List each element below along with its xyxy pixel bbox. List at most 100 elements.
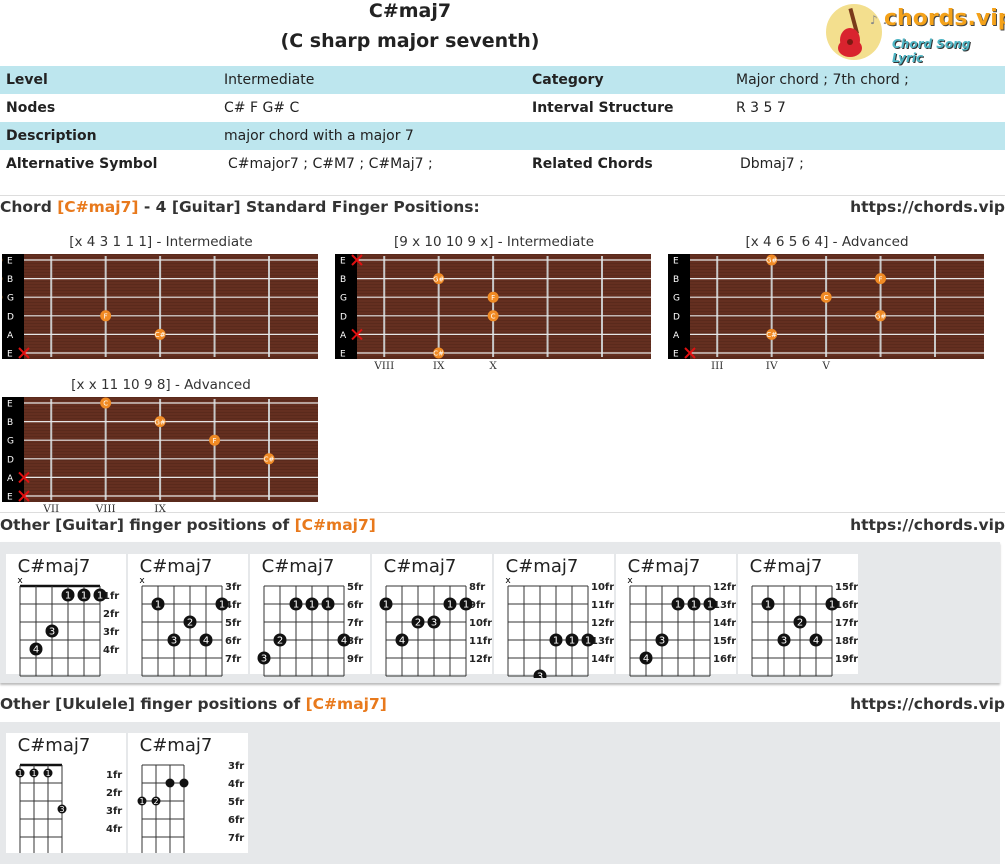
position-caption: [x x 11 10 9 8] - Advanced <box>71 377 251 393</box>
standard-position-2[interactable]: [9 x 10 10 9 x] - Intermediate E B G D A E G# F… <box>335 233 653 373</box>
chord-name: C#maj7 <box>262 556 335 577</box>
fret-number-label: III <box>711 360 723 372</box>
standard-position-1[interactable]: [x 4 3 1 1 1] - Intermediate EBGDAEFCG#F… <box>2 233 320 373</box>
finger-dot <box>77 588 91 602</box>
related-chords-label: Related Chords <box>532 156 653 172</box>
guitar-chord-card[interactable]: C#maj7 5fr 6fr 7fr 8fr 9fr 1 1 1 2 4 3 <box>250 554 370 677</box>
nodes-label: Nodes <box>6 100 56 116</box>
fret-number-label: 16fr <box>835 600 858 611</box>
description-label: Description <box>0 122 218 150</box>
finger-dot <box>15 768 25 778</box>
finger-number: 4 <box>341 636 347 647</box>
finger-number: 1 <box>293 600 299 611</box>
note-dot <box>875 273 887 285</box>
finger-dot <box>761 597 775 611</box>
fret-number-label: 4fr <box>106 824 122 835</box>
chord-diagram: C#maj7 3fr 4fr 5fr 6fr 7fr 1 2 <box>137 735 244 856</box>
finger-number: 3 <box>537 672 543 679</box>
alt-symbol-label: Alternative Symbol <box>6 156 158 172</box>
finger-number: 3 <box>431 618 437 629</box>
fret-number-label: 1fr <box>106 770 122 781</box>
note-name: F <box>491 294 495 302</box>
fret-number-label: 13fr <box>591 636 614 647</box>
note-dot <box>263 453 275 465</box>
note-name: C <box>103 400 108 408</box>
standard-position-4[interactable]: [x x 11 10 9 8] - Advanced E B G D A E C G# F C# V… <box>2 376 320 516</box>
heading-text: Other [Ukulele] finger positions of <box>0 695 306 713</box>
string-name-label: B <box>7 275 13 285</box>
muted-string-x <box>351 328 363 341</box>
string-label-strip <box>2 254 24 359</box>
finger-number: 1 <box>707 600 713 611</box>
finger-dot <box>321 597 335 611</box>
guitar-positions-heading: Other [Guitar] finger positions of [C#ma… <box>0 516 376 534</box>
fret-number-label: 3fr <box>106 806 122 817</box>
fret-number-label: 6fr <box>228 815 244 826</box>
string-name-label: B <box>7 418 13 428</box>
standard-positions-heading: Chord [C#maj7] - 4 [Guitar] Standard Fin… <box>0 198 480 216</box>
standard-position-3[interactable]: [x 4 6 5 6 4] - Advanced E B G D A E G# F C G# C# I… <box>668 233 986 373</box>
finger-number: 3 <box>659 636 665 647</box>
string-name-label: E <box>673 257 679 267</box>
note-name: C <box>491 313 496 321</box>
finger-dot <box>273 633 287 647</box>
finger-dot <box>61 588 75 602</box>
guitar-chord-card[interactable]: C#maj7 x 12fr 13fr 14fr 15fr 16fr 1 1 1 3 4 <box>616 554 736 677</box>
site-url[interactable]: https://chords.vip <box>850 198 1005 216</box>
site-logo[interactable]: ♪ ♫ chords.vip Chord Song Lyric <box>822 2 1005 65</box>
chord-name: C#maj7 <box>384 556 457 577</box>
note-dot <box>433 347 445 359</box>
logo-tagline: Chord Song Lyric <box>892 37 971 65</box>
guitar-chord-card[interactable]: C#maj7 8fr 9fr 10fr 11fr 12fr 1 1 1 2 3 4 <box>372 554 492 677</box>
string-name-label: E <box>7 400 13 410</box>
finger-number: 4 <box>203 636 209 647</box>
guitar-chord-card[interactable]: C#maj7 x 3fr 4fr 5fr 6fr 7fr 1 1 2 3 4 <box>128 554 248 677</box>
string-name-label: A <box>7 331 14 341</box>
fret-number-label: 3fr <box>103 627 119 638</box>
finger-number: 1 <box>155 600 161 611</box>
muted-string-x <box>18 490 30 502</box>
related-chord-link[interactable]: Dbmaj7 ; <box>740 156 804 172</box>
finger-number: 1 <box>383 600 389 611</box>
chord-name: C#maj7 <box>18 735 91 756</box>
ukulele-chord-card[interactable]: C#maj7 3fr 4fr 5fr 6fr 7fr 1 2 <box>128 733 248 856</box>
fret-number-label: 5fr <box>228 797 244 808</box>
fret-number-label: 5fr <box>225 618 241 629</box>
note-name: F <box>213 437 217 445</box>
finger-number: 1 <box>219 600 225 611</box>
finger-number: 1 <box>569 636 575 647</box>
string-name-label: G <box>340 294 347 304</box>
finger-number: 1 <box>309 600 315 611</box>
fret-number-label: 8fr <box>469 582 485 593</box>
guitar-chord-card[interactable]: C#maj7 15fr 16fr 17fr 18fr 19fr 1 1 2 3 4 <box>738 554 858 677</box>
note-dot <box>433 273 445 285</box>
string-name-label: E <box>673 350 679 360</box>
fret-number-label: 9fr <box>469 600 485 611</box>
fret-number-label: 3fr <box>228 761 244 772</box>
note-name: G# <box>766 257 777 265</box>
note-dot <box>209 434 221 446</box>
guitar-chord-card[interactable]: C#maj7 x 1fr 2fr 3fr 4fr 1 1 1 3 4 <box>6 554 126 677</box>
chord-name: C#maj7 <box>750 556 823 577</box>
fret-number-label: 19fr <box>835 654 858 665</box>
note-dot <box>820 291 832 303</box>
fret-number-label: 6fr <box>225 636 241 647</box>
divider <box>0 512 1005 513</box>
fret-number-label: 15fr <box>835 582 858 593</box>
fret-number-label: VII <box>42 503 59 515</box>
finger-number: 3 <box>261 654 267 665</box>
site-url[interactable]: https://chords.vip <box>850 695 1005 713</box>
level-value: Intermediate <box>218 66 526 94</box>
fret-number-label: VIII <box>95 503 116 515</box>
info-row: Description major chord with a major 7 <box>0 122 1005 150</box>
note-name: C# <box>433 350 444 358</box>
guitar-chord-card[interactable]: C#maj7 x 10fr 11fr 12fr 13fr 14fr 1 1 1 3 <box>494 554 614 683</box>
site-url[interactable]: https://chords.vip <box>850 516 1005 534</box>
fret-number-label: 12fr <box>591 618 614 629</box>
finger-number: 1 <box>691 600 697 611</box>
finger-number: 1 <box>447 600 453 611</box>
related-chords-value[interactable]: Dbmaj7 ; <box>730 150 1005 178</box>
fret-number-label: 10fr <box>591 582 614 593</box>
ukulele-chord-card[interactable]: C#maj7 1fr 2fr 3fr 4fr 1 1 1 3 <box>6 733 126 856</box>
